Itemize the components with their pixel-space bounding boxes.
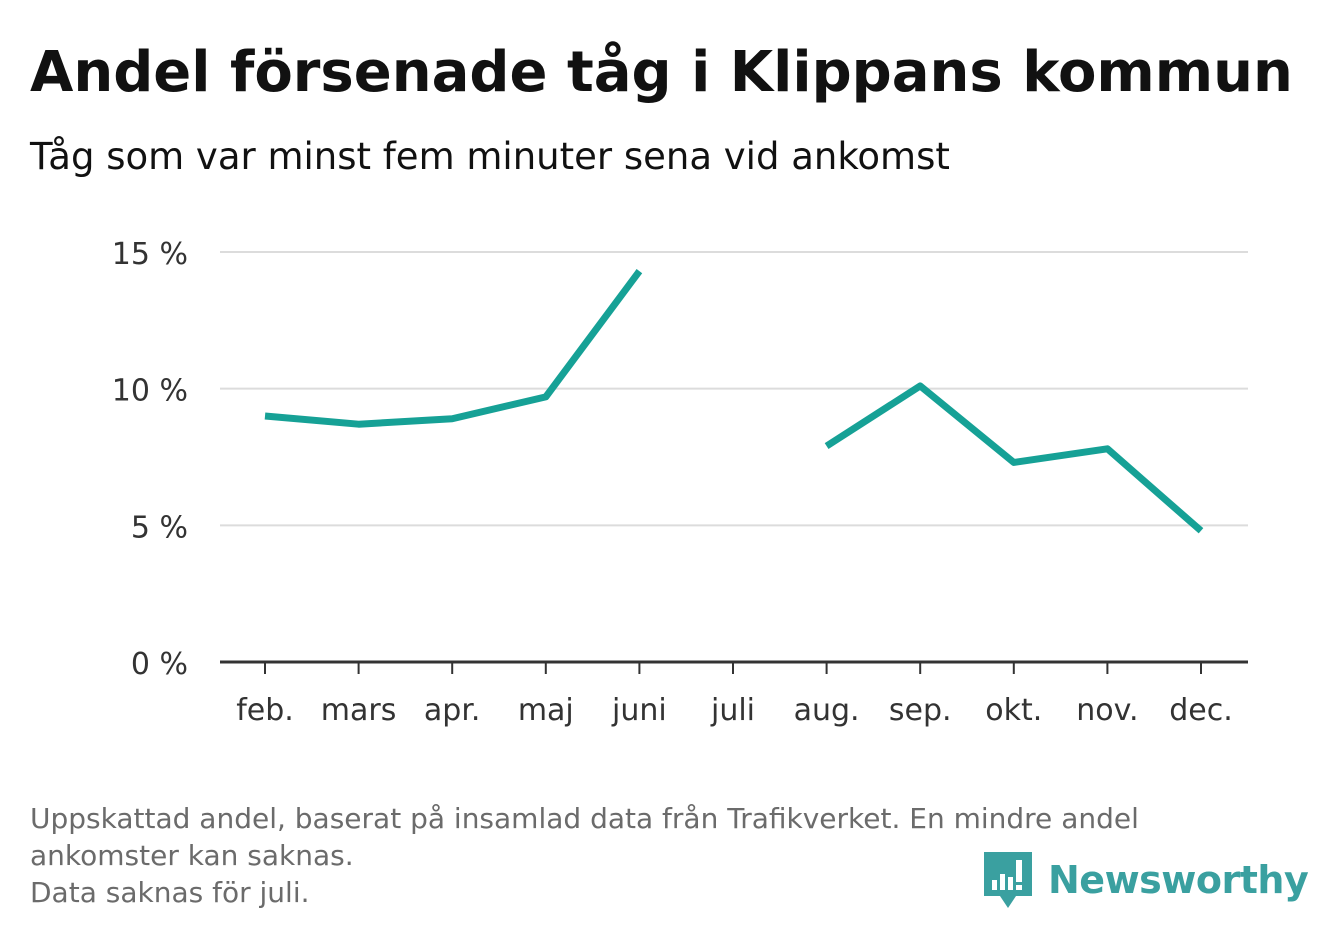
x-tick-label: dec. [1169,693,1233,728]
y-axis-ticks: 0 % 5 % 10 % 15 % [112,237,188,682]
y-tick-label: 15 % [112,237,188,272]
footnote-line-1: Uppskattad andel, baserat på insamlad da… [30,802,1139,835]
footnote-line-2: ankomster kan saknas. [30,839,354,872]
x-tick-label: okt. [985,693,1042,728]
footnote-line-3: Data saknas för juli. [30,876,310,909]
x-tick-label: juni [611,693,667,728]
y-tick-label: 0 % [131,647,188,682]
line-chart: 0 % 5 % 10 % 15 % feb. mars apr. maj juni juli au… [112,237,1248,728]
y-tick-label: 10 % [112,374,188,409]
x-tick-label: feb. [236,693,294,728]
x-axis: feb. mars apr. maj juni juli aug. sep. okt. nov. d… [220,660,1248,728]
x-tick-label: mars [321,693,397,728]
newsworthy-logo-icon [984,852,1032,908]
x-tick-label: aug. [794,693,860,728]
gridlines [220,251,1248,527]
x-tick-label: apr. [424,693,481,728]
chart-title: Andel försenade tåg i Klippans kommun [30,40,1293,105]
series-lines [264,269,1204,534]
x-tick-label: sep. [889,693,952,728]
series-line [264,269,643,428]
footnote: Uppskattad andel, baserat på insamlad da… [30,800,1280,911]
x-tick-label: maj [518,693,574,728]
series-line [824,382,1204,534]
chart-subtitle: Tåg som var minst fem minuter sena vid a… [30,135,950,178]
x-tick-label: juli [710,693,755,728]
x-tick-label: nov. [1076,693,1138,728]
brand-name: Newsworthy [1048,858,1309,902]
y-tick-label: 5 % [131,510,188,545]
brand-logo: Newsworthy [982,850,1309,910]
